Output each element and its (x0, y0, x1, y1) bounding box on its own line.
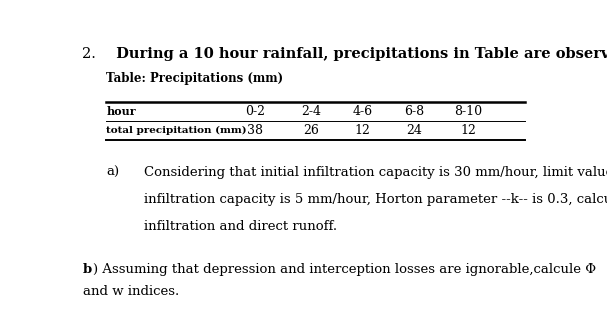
Text: and w indices.: and w indices. (83, 285, 179, 298)
Text: b: b (83, 263, 92, 276)
Text: hour: hour (106, 106, 136, 117)
Text: 24: 24 (407, 124, 422, 137)
Text: infiltration capacity is 5 mm/hour, Horton parameter --k-- is 0.3, calculate tot: infiltration capacity is 5 mm/hour, Hort… (144, 193, 607, 206)
Text: 12: 12 (355, 124, 371, 137)
Text: 6-8: 6-8 (404, 105, 425, 118)
Text: ) Assuming that depression and interception losses are ignorable,calcule Φ: ) Assuming that depression and intercept… (93, 263, 597, 276)
Text: 38: 38 (246, 124, 263, 137)
Text: Considering that initial infiltration capacity is 30 mm/hour, limit value of: Considering that initial infiltration ca… (144, 166, 607, 179)
Text: a): a) (106, 166, 120, 179)
Text: During a 10 hour rainfall, precipitations in Table are observed.: During a 10 hour rainfall, precipitation… (106, 46, 607, 60)
Text: 26: 26 (303, 124, 319, 137)
Text: 8-10: 8-10 (455, 105, 483, 118)
Text: 2-4: 2-4 (301, 105, 321, 118)
Text: infiltration and direct runoff.: infiltration and direct runoff. (144, 220, 337, 233)
Text: Table: Precipitations (mm): Table: Precipitations (mm) (106, 72, 283, 85)
Text: total precipitation (mm): total precipitation (mm) (106, 126, 247, 135)
Text: 12: 12 (461, 124, 476, 137)
Text: 4-6: 4-6 (353, 105, 373, 118)
Text: 0-2: 0-2 (245, 105, 265, 118)
Text: 2.: 2. (81, 46, 95, 60)
